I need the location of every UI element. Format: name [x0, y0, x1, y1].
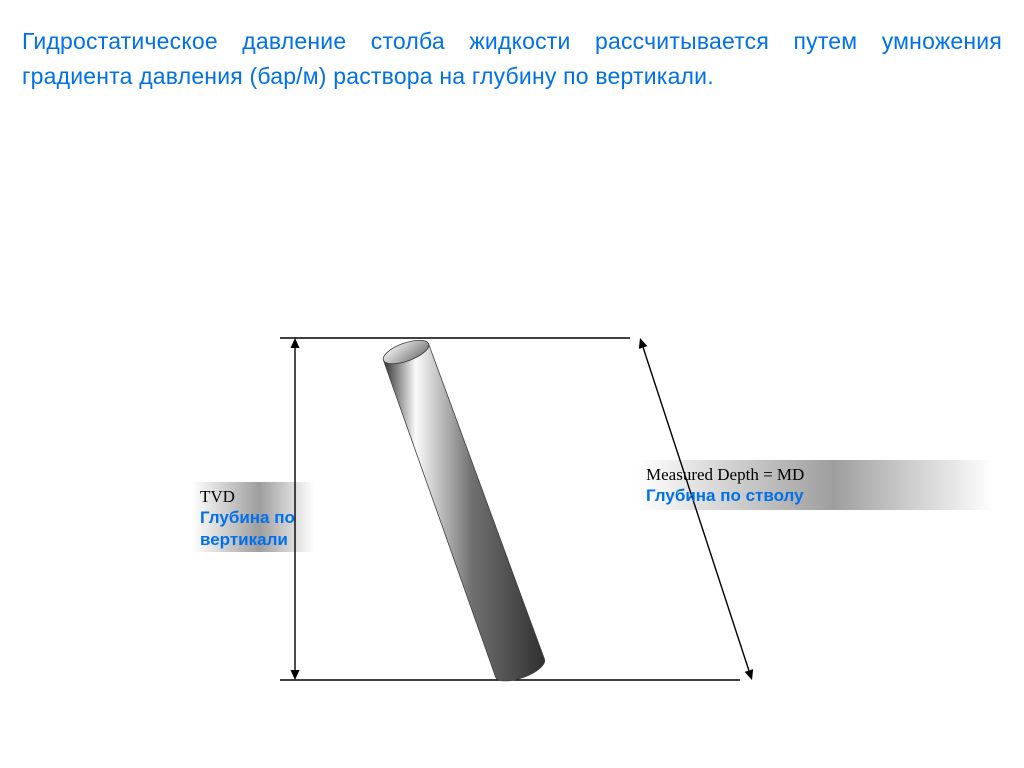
cylinder-body — [383, 344, 544, 681]
tvd-label-ru: Глубина по вертикали — [200, 508, 295, 548]
tvd-label-en: TVD — [200, 487, 235, 506]
md-label-ru: Глубина по стволу — [646, 486, 804, 505]
md-label-en: Measured Depth = MD — [646, 465, 804, 484]
diagram-svg — [0, 0, 1024, 768]
tvd-label: TVD Глубина по вертикали — [192, 482, 314, 552]
stage: Гидростатическое давление столба жидкост… — [0, 0, 1024, 768]
md-label: Measured Depth = MD Глубина по стволу — [638, 460, 993, 510]
